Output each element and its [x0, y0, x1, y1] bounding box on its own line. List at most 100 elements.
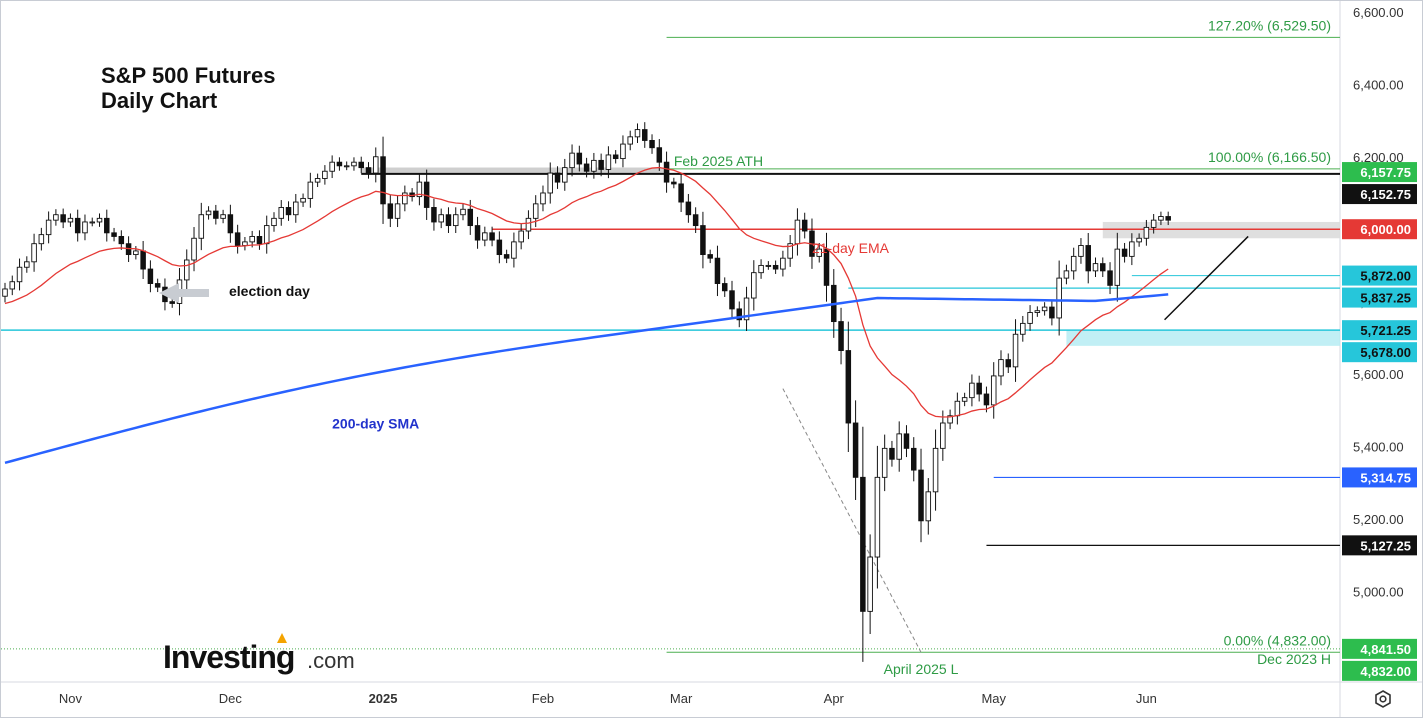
candle-up — [31, 243, 37, 263]
candle-up — [751, 272, 757, 299]
investing-logo: Investing .com — [163, 633, 355, 675]
x-tick-label: Mar — [670, 691, 693, 706]
fib-level-label: 0.00% (4,832.00) — [1224, 632, 1331, 648]
candle-down — [736, 308, 743, 321]
candle-up — [16, 266, 23, 283]
ema-21-line — [4, 166, 1169, 418]
candle-down — [903, 433, 910, 449]
candle-up — [373, 156, 379, 174]
price-label-box — [1342, 287, 1417, 308]
candle-down — [234, 232, 241, 246]
y-tick-label: 5,200.00 — [1353, 512, 1404, 527]
price-label-box — [1342, 320, 1417, 341]
candle-down — [140, 250, 146, 270]
candle-up — [1020, 322, 1026, 335]
candle-up — [307, 181, 314, 199]
sma-200-line — [4, 293, 1169, 465]
candle-up — [547, 172, 554, 194]
x-tick-label: Feb — [532, 691, 554, 706]
candle-down — [685, 201, 692, 216]
x-tick-label: 2025 — [369, 691, 398, 706]
candle-down — [1121, 248, 1128, 257]
gear-icon[interactable] — [1375, 690, 1391, 708]
candle-down — [1107, 270, 1113, 286]
candle-down — [1085, 245, 1091, 272]
price-label: 5,721.25 — [1360, 323, 1411, 338]
candle-up — [300, 197, 306, 203]
price-label: 5,872.00 — [1360, 269, 1411, 284]
candle-down — [445, 214, 452, 227]
feb-ath-label: Feb 2025 ATH — [674, 153, 763, 169]
price-label-box — [1342, 265, 1417, 286]
candle-down — [1100, 263, 1106, 272]
y-tick-label: 6,200.00 — [1353, 150, 1404, 165]
candle-up — [1150, 219, 1157, 228]
candle-up — [1063, 270, 1070, 279]
candle-up — [569, 152, 575, 169]
candle-up — [1056, 277, 1062, 319]
candle-down — [489, 232, 495, 241]
x-tick-label: May — [981, 691, 1006, 706]
candle-up — [605, 154, 612, 170]
candle-down — [227, 214, 234, 234]
candle-up — [969, 382, 975, 399]
candle-up — [794, 219, 801, 245]
candle-up — [452, 214, 459, 227]
candle-up — [314, 178, 321, 183]
price-label: 5,127.25 — [1360, 538, 1411, 553]
x-tick-label: Dec — [219, 691, 243, 706]
support-zone — [1066, 330, 1340, 346]
price-label-box — [1342, 660, 1417, 681]
candle-down — [358, 161, 364, 169]
candle-up — [1078, 245, 1084, 257]
april-low-label: April 2025 L — [884, 661, 959, 677]
candle-up — [1034, 310, 1041, 313]
candle-down — [598, 159, 604, 170]
candle-down — [692, 214, 699, 227]
candle-up — [634, 129, 641, 138]
y-tick-label: 5,600.00 — [1353, 367, 1404, 382]
price-label: 5,678.00 — [1360, 345, 1411, 360]
fib-level-label: 100.00% (6,166.50) — [1208, 149, 1331, 165]
price-label-box — [1342, 162, 1417, 183]
candle-down — [169, 301, 175, 304]
y-tick-label: 5,000.00 — [1353, 584, 1404, 599]
candle-down — [976, 382, 982, 395]
y-tick-label: 5,400.00 — [1353, 440, 1404, 455]
candle-down — [387, 203, 394, 219]
candle-down — [671, 181, 677, 185]
candle-down — [845, 350, 852, 424]
candle-up — [511, 241, 517, 259]
candle-up — [758, 264, 764, 274]
candle-up — [329, 161, 335, 172]
price-label: 4,841.50 — [1360, 642, 1411, 657]
candle-up — [765, 264, 772, 267]
trendline — [1164, 235, 1249, 321]
candle-down — [380, 156, 386, 205]
candle-up — [293, 201, 299, 216]
candle-down — [474, 225, 481, 241]
price-label: 5,837.25 — [1360, 291, 1411, 306]
candle-up — [82, 221, 88, 234]
price-label: 5,314.75 — [1360, 470, 1411, 485]
svg-text:.com: .com — [307, 648, 355, 673]
candle-up — [518, 230, 524, 243]
candle-up — [67, 217, 74, 223]
candle-up — [1070, 255, 1077, 272]
candle-up — [1114, 248, 1121, 286]
candle-down — [285, 207, 292, 216]
candle-up — [263, 225, 270, 245]
candle-down — [213, 210, 219, 219]
candle-down — [983, 393, 990, 406]
candle-up — [394, 203, 401, 219]
candle-up — [787, 243, 793, 259]
candle-down — [111, 232, 117, 237]
svg-text:Investing: Investing — [163, 639, 294, 675]
candle-up — [961, 397, 968, 402]
candle-down — [154, 283, 161, 288]
candle-up — [1143, 226, 1150, 239]
candle-down — [576, 152, 583, 165]
x-tick-label: Apr — [824, 691, 845, 706]
candle-up — [896, 433, 902, 460]
